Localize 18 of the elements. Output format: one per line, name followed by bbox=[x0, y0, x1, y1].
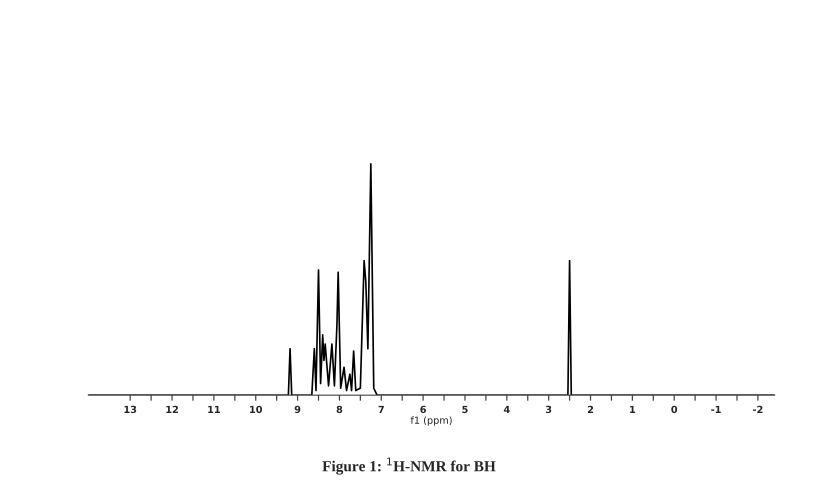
x-tick-label: 6 bbox=[420, 406, 426, 414]
x-tick-label: 10 bbox=[250, 406, 262, 414]
x-tick-label: 13 bbox=[124, 406, 136, 414]
x-tick-label: 0 bbox=[671, 406, 678, 414]
x-tick-label: 12 bbox=[166, 406, 178, 413]
x-tick-label: 7 bbox=[378, 406, 384, 413]
x-tick-label: 5 bbox=[462, 406, 468, 414]
caption: Figure 1: $^{1}$H-NMR for BH bbox=[322, 458, 496, 475]
x-tick-label: 4 bbox=[504, 406, 510, 413]
x-tick-label: 1 bbox=[630, 406, 636, 413]
x-axis-title: f1 (ppm) bbox=[410, 416, 452, 426]
x-tick-label: 8 bbox=[336, 406, 342, 414]
x-tick-label: 9 bbox=[294, 406, 300, 414]
x-tick-label: -2 bbox=[753, 406, 762, 413]
x-tick-label: 3 bbox=[546, 406, 552, 414]
x-tick-label: -1 bbox=[711, 406, 721, 413]
x-tick-label: 11 bbox=[208, 406, 220, 413]
x-tick-label: 2 bbox=[588, 406, 594, 413]
